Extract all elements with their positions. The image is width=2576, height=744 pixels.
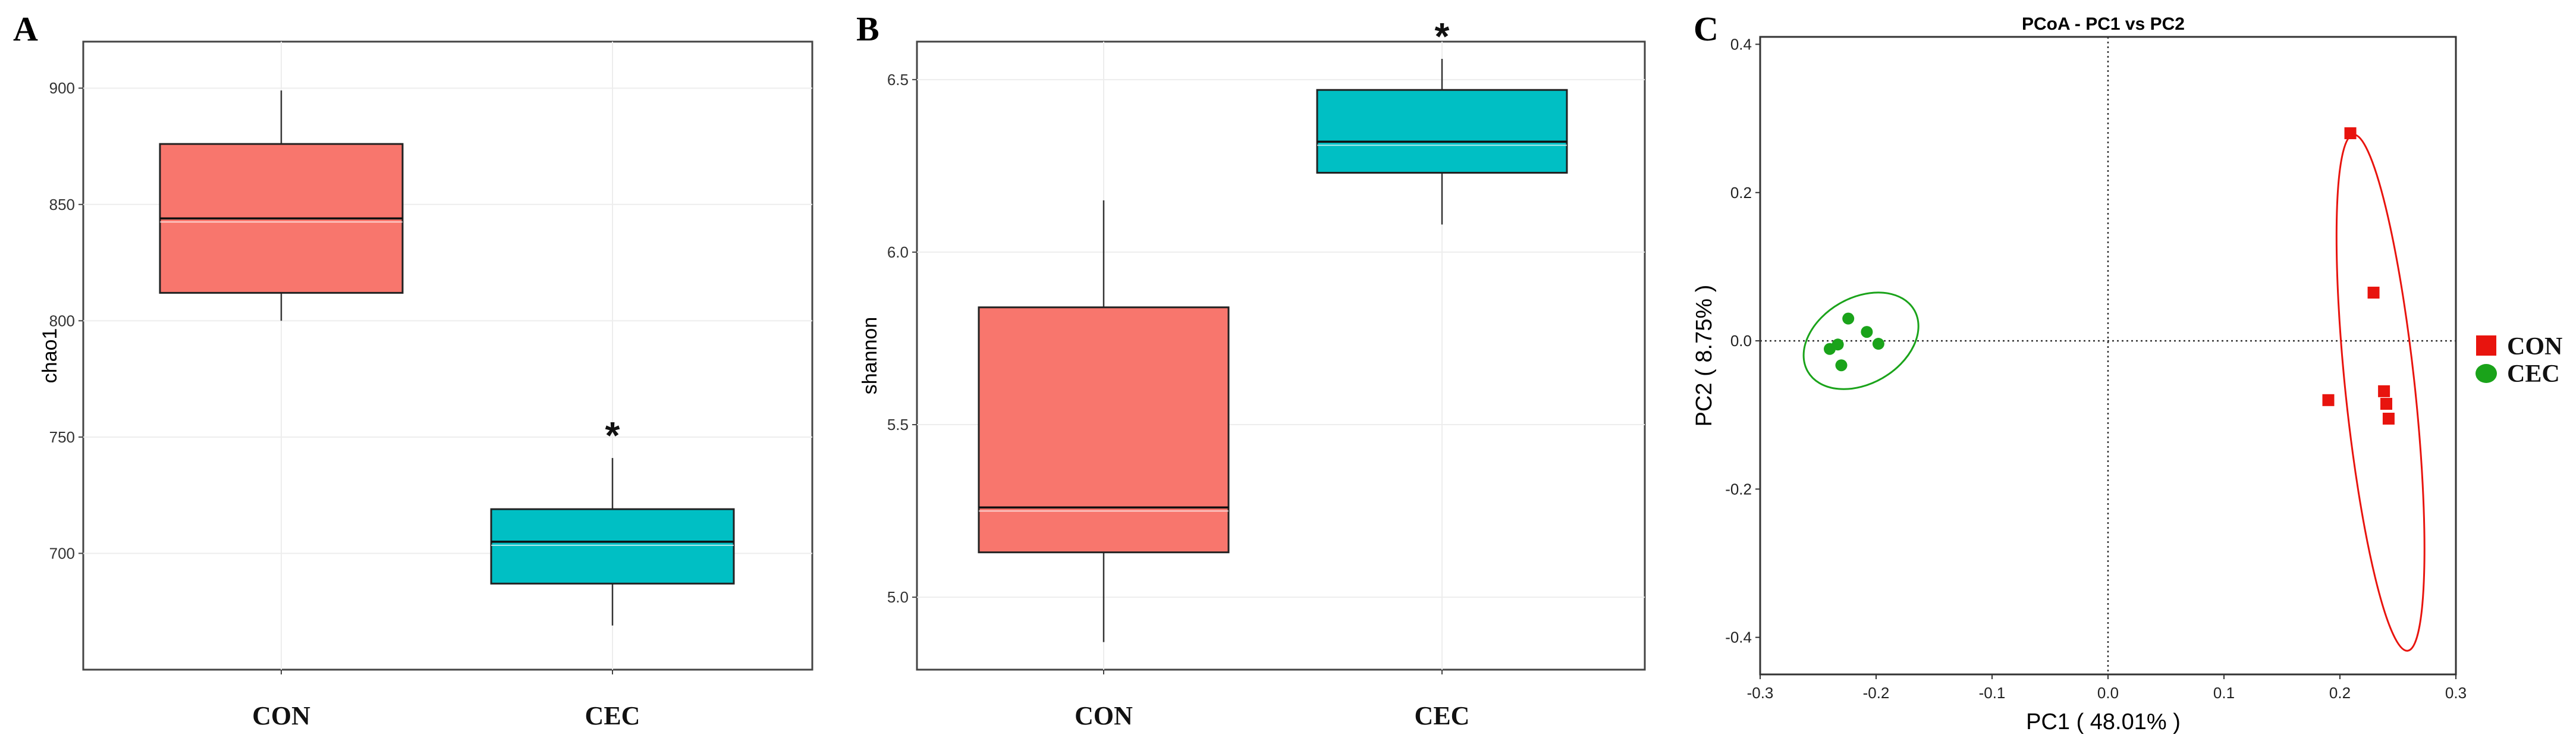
scatter-points <box>1824 127 2395 425</box>
y-axis-label-pc2: PC2 ( 8.75% ) <box>1692 285 1717 427</box>
y-tick-label: 0.4 <box>1730 35 1752 53</box>
panel-letter-c: C <box>1694 10 1719 48</box>
boxes-a: * <box>159 90 735 626</box>
point-con <box>2378 385 2390 397</box>
y-tick-label: 5.5 <box>887 416 909 434</box>
point-cec <box>1872 338 1884 350</box>
x-axis-label-pc1: PC1 ( 48.01% ) <box>2026 710 2181 734</box>
legend-marker-con <box>2476 335 2496 356</box>
x-tick-label: 0.0 <box>2097 684 2119 702</box>
y-tick-label: 800 <box>49 312 75 329</box>
y-axis-ticks-b: 5.0 5.5 6.0 6.5 <box>887 71 917 606</box>
legend-marker-cec <box>2476 364 2497 383</box>
point-cec <box>1861 326 1873 338</box>
y-tick-label: -0.2 <box>1725 480 1752 498</box>
legend-label-con: CON <box>2507 333 2562 360</box>
panel-letter-b: B <box>856 10 879 48</box>
y-tick-label: 900 <box>49 79 75 97</box>
point-con <box>2380 398 2392 410</box>
box-cec <box>490 508 735 585</box>
point-con <box>2382 412 2395 425</box>
panel-letter-a: A <box>13 10 38 48</box>
x-tick-label-cec: CEC <box>585 701 640 730</box>
point-cec <box>1824 343 1836 355</box>
x-axis-labels-a: CON CEC <box>252 670 640 730</box>
x-tick-label-cec: CEC <box>1415 701 1470 730</box>
x-tick-label: -0.1 <box>1979 684 2006 702</box>
y-tick-label: -0.4 <box>1725 629 1752 646</box>
x-tick-label: -0.2 <box>1863 684 1890 702</box>
boxes-b: * <box>978 15 1568 642</box>
x-tick-label-con: CON <box>1075 701 1133 730</box>
y-axis-label-chao1: chao1 <box>39 328 61 384</box>
significance-mark: * <box>1435 15 1450 58</box>
y-tick-label: 700 <box>49 544 75 562</box>
y-tick-label: 0.0 <box>1730 332 1752 350</box>
shannon-boxplot-panel: B 5.0 5.5 6.0 6.5 * shannon CON CEC <box>856 10 1646 730</box>
x-tick-label: -0.3 <box>1747 684 1774 702</box>
x-tick-label-con: CON <box>252 701 310 730</box>
y-tick-label: 750 <box>49 428 75 446</box>
x-tick-label: 0.2 <box>2329 684 2351 702</box>
y-tick-label: 6.0 <box>887 243 909 261</box>
pcoa-scatter-panel: C PCoA - PC1 vs PC2 -0.3 -0.2 -0.1 0.0 0.1 0.… <box>1692 10 2562 734</box>
y-axis-ticks-c: 0.4 0.2 0.0 -0.2 -0.4 <box>1725 35 1760 646</box>
chart-title: PCoA - PC1 vs PC2 <box>2022 14 2185 34</box>
gridlines-b <box>917 42 1645 670</box>
point-cec <box>1835 359 1848 372</box>
point-con <box>2322 394 2335 406</box>
chao1-boxplot-panel: A 700 750 800 850 900 * chao1 CON CEC <box>13 10 813 730</box>
legend-label-cec: CEC <box>2507 360 2560 388</box>
y-axis-ticks-a: 700 750 800 850 900 <box>49 79 83 562</box>
y-tick-label: 6.5 <box>887 71 909 89</box>
x-tick-label: 0.3 <box>2445 684 2467 702</box>
y-tick-label: 850 <box>49 196 75 214</box>
point-con <box>2367 287 2380 299</box>
y-tick-label: 5.0 <box>887 588 909 606</box>
ellipse-cec <box>1802 291 1920 390</box>
significance-mark: * <box>605 414 620 457</box>
x-axis-ticks-c: -0.3 -0.2 -0.1 0.0 0.1 0.2 0.3 <box>1747 674 2467 702</box>
y-axis-label-shannon: shannon <box>859 317 881 394</box>
box-con <box>978 306 1230 554</box>
x-tick-label: 0.1 <box>2213 684 2235 702</box>
point-con <box>2344 127 2357 140</box>
box-cec <box>1316 89 1568 174</box>
x-axis-labels-b: CON CEC <box>1075 670 1469 730</box>
y-tick-label: 0.2 <box>1730 184 1752 202</box>
point-cec <box>1842 312 1855 325</box>
